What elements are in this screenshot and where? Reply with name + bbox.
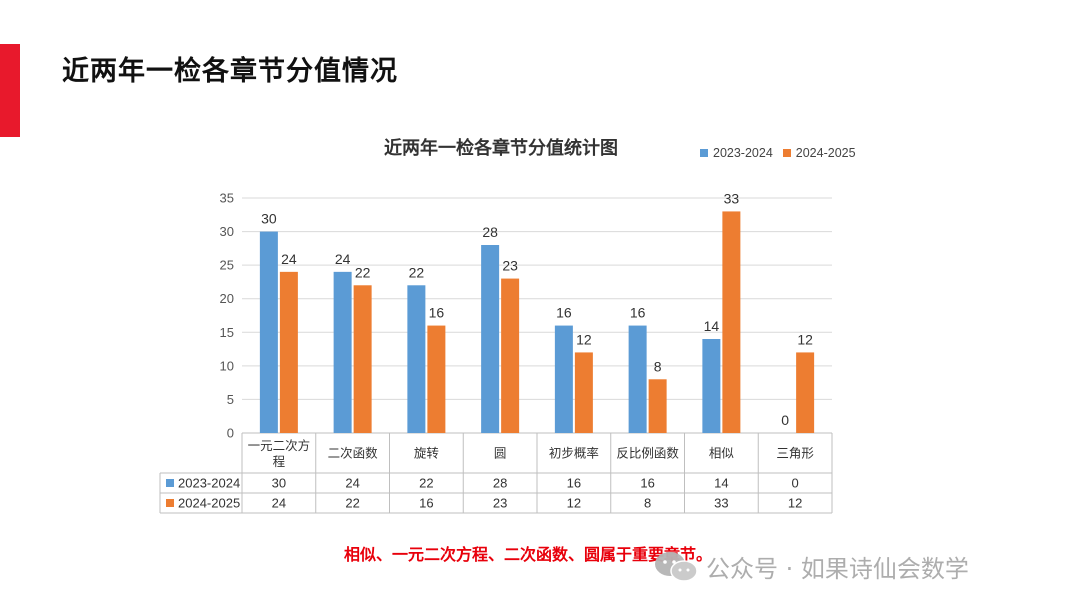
table-cell-2024-2025-圆: 23	[493, 496, 507, 511]
value-label-2024-2025-反比例函数: 8	[654, 358, 662, 374]
x-category-label-二次函数: 二次函数	[328, 446, 379, 461]
x-category-label-反比例函数: 反比例函数	[616, 446, 679, 461]
bar-2024-2025-反比例函数	[648, 379, 667, 433]
y-tick-label-25: 25	[220, 258, 234, 273]
table-cell-2023-2024-旋转: 22	[419, 476, 433, 491]
y-tick-label-15: 15	[220, 325, 234, 340]
bar-2024-2025-二次函数	[353, 285, 372, 433]
y-tick-label-35: 35	[220, 191, 234, 206]
watermark: 公众号 · 如果诗仙会数学	[652, 549, 969, 584]
value-label-2023-2024-初步概率: 16	[556, 305, 572, 321]
bar-2023-2024-圆	[481, 245, 500, 433]
table-cell-2024-2025-反比例函数: 8	[644, 496, 651, 511]
bar-2024-2025-三角形	[796, 352, 815, 433]
table-cell-2024-2025-旋转: 16	[419, 496, 433, 511]
x-category-label-三角形: 三角形	[776, 446, 814, 461]
chart-title: 近两年一检各章节分值统计图	[384, 138, 618, 159]
watermark-text: 公众号 · 如果诗仙会数学	[706, 555, 969, 583]
table-cell-2023-2024-一元二次方程: 30	[272, 476, 286, 491]
table-cell-2024-2025-相似: 33	[714, 496, 728, 511]
legend-swatch-2023-2024	[700, 149, 708, 157]
footer-note: 相似、一元二次方程、二次函数、圆属于重要章节。	[344, 545, 713, 564]
table-cell-2023-2024-反比例函数: 16	[640, 476, 654, 491]
y-tick-label-10: 10	[220, 358, 234, 373]
bar-2024-2025-相似	[722, 211, 741, 433]
legend-item-2023-2024: 2023-2024	[700, 146, 773, 160]
table-cell-2024-2025-二次函数: 22	[345, 496, 359, 511]
table-cell-2024-2025-初步概率: 12	[567, 496, 581, 511]
value-label-2024-2025-一元二次方程: 24	[281, 251, 297, 267]
table-cell-2023-2024-初步概率: 16	[567, 476, 581, 491]
table-cell-2023-2024-圆: 28	[493, 476, 507, 491]
bar-2023-2024-一元二次方程	[259, 231, 278, 433]
value-label-2023-2024-相似: 14	[704, 318, 720, 334]
table-legend-key-2023-2024	[166, 479, 174, 487]
bar-2024-2025-一元二次方程	[279, 271, 298, 433]
bar-2023-2024-旋转	[407, 285, 426, 433]
table-row-header-2023-2024: 2023-2024	[178, 476, 240, 491]
y-tick-label-5: 5	[227, 392, 234, 407]
y-tick-label-30: 30	[220, 224, 234, 239]
value-label-2024-2025-三角形: 12	[797, 331, 813, 347]
y-tick-label-20: 20	[220, 291, 234, 306]
table-cell-2023-2024-二次函数: 24	[345, 476, 359, 491]
value-label-2024-2025-旋转: 16	[429, 305, 445, 321]
x-category-label-一元二次方程-line1: 一元二次方	[248, 438, 311, 453]
bar-2023-2024-相似	[702, 339, 721, 433]
value-label-2024-2025-圆: 23	[502, 258, 518, 274]
chart-legend: 2023-2024 2024-2025	[700, 146, 856, 160]
bar-2024-2025-圆	[501, 278, 520, 433]
legend-label-2023-2024: 2023-2024	[713, 146, 773, 160]
y-tick-label-0: 0	[227, 426, 234, 441]
value-label-2023-2024-三角形: 0	[781, 412, 789, 428]
bar-2024-2025-初步概率	[574, 352, 593, 433]
value-label-2023-2024-反比例函数: 16	[630, 305, 646, 321]
table-cell-2023-2024-相似: 14	[714, 476, 728, 491]
table-cell-2024-2025-一元二次方程: 24	[272, 496, 286, 511]
value-label-2024-2025-二次函数: 22	[355, 264, 371, 280]
x-category-label-一元二次方程-line2: 程	[273, 454, 286, 469]
table-legend-key-2024-2025	[166, 499, 174, 507]
x-category-label-旋转: 旋转	[414, 446, 439, 461]
bar-2023-2024-二次函数	[333, 271, 352, 433]
legend-label-2024-2025: 2024-2025	[795, 146, 856, 160]
value-label-2023-2024-圆: 28	[482, 224, 498, 240]
value-label-2023-2024-一元二次方程: 30	[261, 211, 277, 227]
bar-2023-2024-反比例函数	[628, 325, 647, 433]
bar-2024-2025-旋转	[427, 325, 446, 433]
x-category-label-相似: 相似	[709, 446, 735, 461]
page-title: 近两年一检各章节分值情况	[62, 56, 398, 87]
table-cell-2024-2025-三角形: 12	[788, 496, 802, 511]
table-cell-2023-2024-三角形: 0	[792, 476, 799, 491]
bar-2023-2024-初步概率	[554, 325, 573, 433]
value-label-2024-2025-初步概率: 12	[576, 331, 592, 347]
value-label-2023-2024-二次函数: 24	[335, 251, 351, 267]
legend-swatch-2024-2025	[782, 149, 791, 157]
value-label-2024-2025-相似: 33	[724, 190, 740, 206]
table-row-header-2024-2025: 2024-2025	[178, 496, 240, 511]
value-label-2023-2024-旋转: 22	[409, 264, 425, 280]
legend-item-2024-2025: 2024-2025	[782, 146, 856, 160]
x-category-label-圆: 圆	[494, 446, 507, 461]
wechat-icon	[655, 551, 698, 582]
x-category-label-初步概率: 初步概率	[549, 446, 599, 461]
title-accent-bar	[0, 44, 20, 137]
